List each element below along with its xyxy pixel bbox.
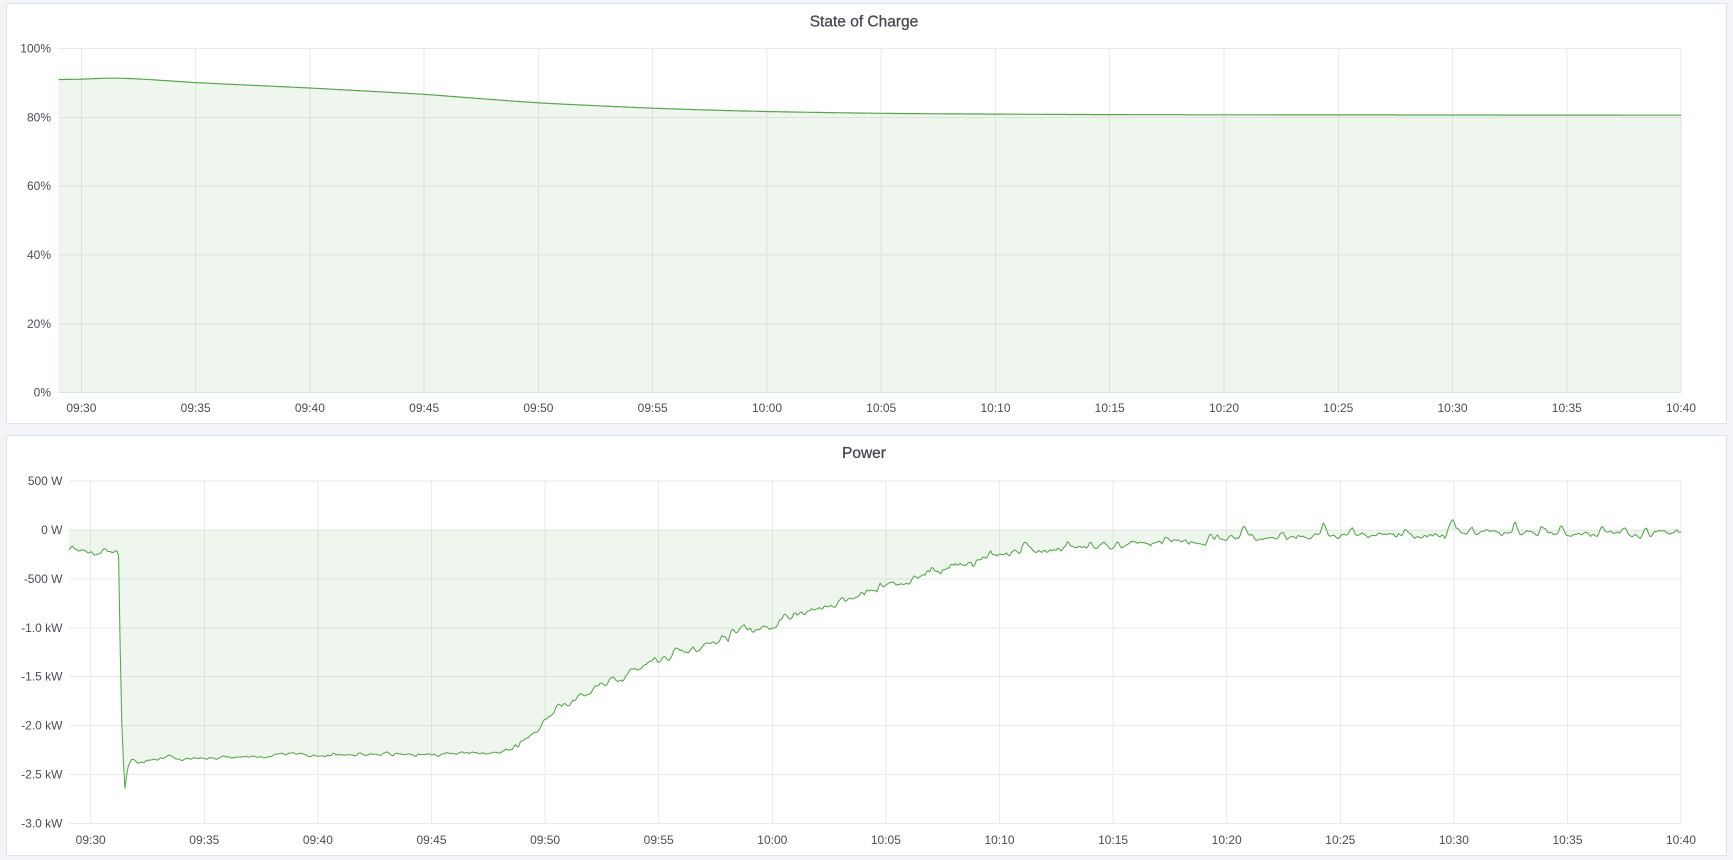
svg-text:500 W: 500 W: [28, 474, 63, 488]
svg-text:10:05: 10:05: [871, 833, 901, 847]
svg-text:09:50: 09:50: [530, 833, 560, 847]
svg-text:10:15: 10:15: [1098, 833, 1128, 847]
svg-text:-2.5 kW: -2.5 kW: [21, 768, 63, 782]
svg-text:09:30: 09:30: [76, 833, 106, 847]
svg-text:Power: Power: [842, 445, 886, 462]
svg-text:-2.0 kW: -2.0 kW: [21, 719, 63, 733]
svg-text:10:30: 10:30: [1439, 833, 1469, 847]
svg-text:0%: 0%: [34, 386, 52, 400]
svg-text:09:40: 09:40: [303, 833, 333, 847]
svg-text:40%: 40%: [27, 248, 51, 262]
svg-text:10:00: 10:00: [757, 833, 787, 847]
svg-text:80%: 80%: [27, 110, 51, 124]
svg-text:10:25: 10:25: [1325, 833, 1355, 847]
svg-text:10:40: 10:40: [1666, 833, 1696, 847]
svg-text:-500 W: -500 W: [24, 572, 63, 586]
svg-text:60%: 60%: [27, 179, 51, 193]
svg-text:-3.0 kW: -3.0 kW: [21, 817, 63, 831]
svg-text:20%: 20%: [27, 317, 51, 331]
svg-text:100%: 100%: [20, 42, 51, 56]
svg-text:09:50: 09:50: [523, 401, 553, 415]
svg-text:09:35: 09:35: [181, 401, 211, 415]
svg-text:09:45: 09:45: [409, 401, 439, 415]
svg-text:09:55: 09:55: [638, 401, 668, 415]
svg-text:10:35: 10:35: [1552, 833, 1582, 847]
svg-text:0 W: 0 W: [41, 523, 63, 537]
svg-text:10:30: 10:30: [1437, 401, 1467, 415]
svg-text:10:05: 10:05: [866, 401, 896, 415]
svg-text:-1.5 kW: -1.5 kW: [21, 670, 63, 684]
svg-text:09:55: 09:55: [644, 833, 674, 847]
svg-text:09:35: 09:35: [189, 833, 219, 847]
svg-text:10:00: 10:00: [752, 401, 782, 415]
svg-text:09:45: 09:45: [416, 833, 446, 847]
svg-text:State of Charge: State of Charge: [810, 14, 919, 31]
svg-text:10:15: 10:15: [1095, 401, 1125, 415]
svg-text:09:40: 09:40: [295, 401, 325, 415]
svg-text:10:20: 10:20: [1209, 401, 1239, 415]
svg-text:09:30: 09:30: [66, 401, 96, 415]
svg-text:10:25: 10:25: [1323, 401, 1353, 415]
svg-text:10:10: 10:10: [984, 833, 1014, 847]
svg-text:-1.0 kW: -1.0 kW: [21, 621, 63, 635]
svg-text:10:20: 10:20: [1212, 833, 1242, 847]
svg-text:10:35: 10:35: [1552, 401, 1582, 415]
svg-text:10:10: 10:10: [980, 401, 1010, 415]
svg-text:10:40: 10:40: [1666, 401, 1696, 415]
